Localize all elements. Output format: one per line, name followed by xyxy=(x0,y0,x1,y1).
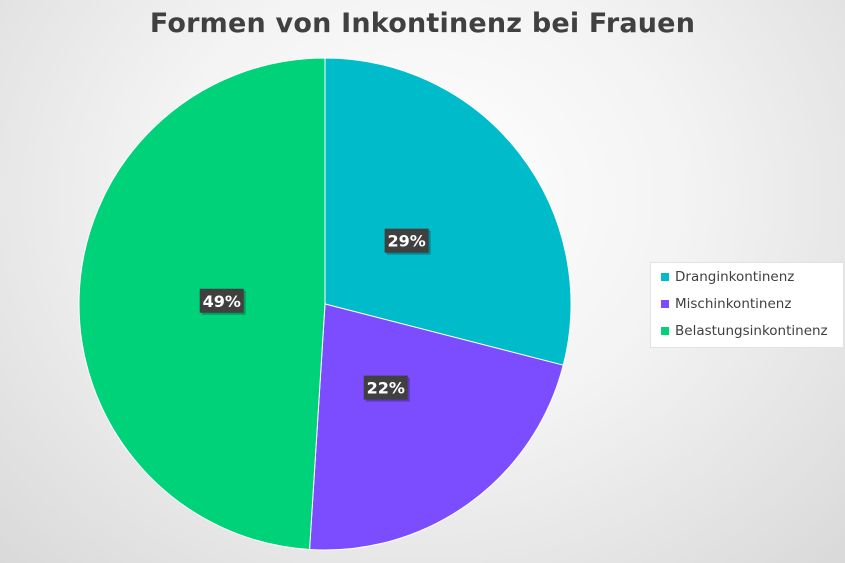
data-label-mischinkontinenz: 22% xyxy=(363,375,410,402)
data-label-text: 29% xyxy=(387,232,425,251)
pie-slice-dranginkontinenz xyxy=(324,57,572,366)
legend-label: Belastungsinkontinenz xyxy=(675,322,828,339)
data-label-background xyxy=(199,288,244,313)
chart-title: Formen von Inkontinenz bei Frauen xyxy=(149,8,696,39)
legend-swatch xyxy=(661,299,669,308)
legend: Dranginkontinenz Mischinkontinenz Belast… xyxy=(650,262,844,348)
pie-data-labels: 29% 22% 49% xyxy=(199,228,431,402)
legend-label: Dranginkontinenz xyxy=(675,268,795,285)
data-label-background xyxy=(384,228,429,253)
legend-swatch xyxy=(661,326,669,335)
data-label-text: 49% xyxy=(203,292,241,311)
legend-item-dranginkontinenz: Dranginkontinenz xyxy=(651,263,843,290)
pie-slices xyxy=(78,57,572,551)
data-label-belastungsinkontinenz: 49% xyxy=(199,288,246,315)
legend-item-belastungsinkontinenz: Belastungsinkontinenz xyxy=(651,317,843,344)
legend-swatch xyxy=(661,272,669,281)
legend-item-mischinkontinenz: Mischinkontinenz xyxy=(651,290,843,317)
data-label-dranginkontinenz: 29% xyxy=(384,228,431,255)
data-label-background xyxy=(363,375,408,400)
data-label-text: 22% xyxy=(367,379,405,398)
pie-slice-mischinkontinenz xyxy=(309,303,564,551)
legend-label: Mischinkontinenz xyxy=(675,295,792,312)
